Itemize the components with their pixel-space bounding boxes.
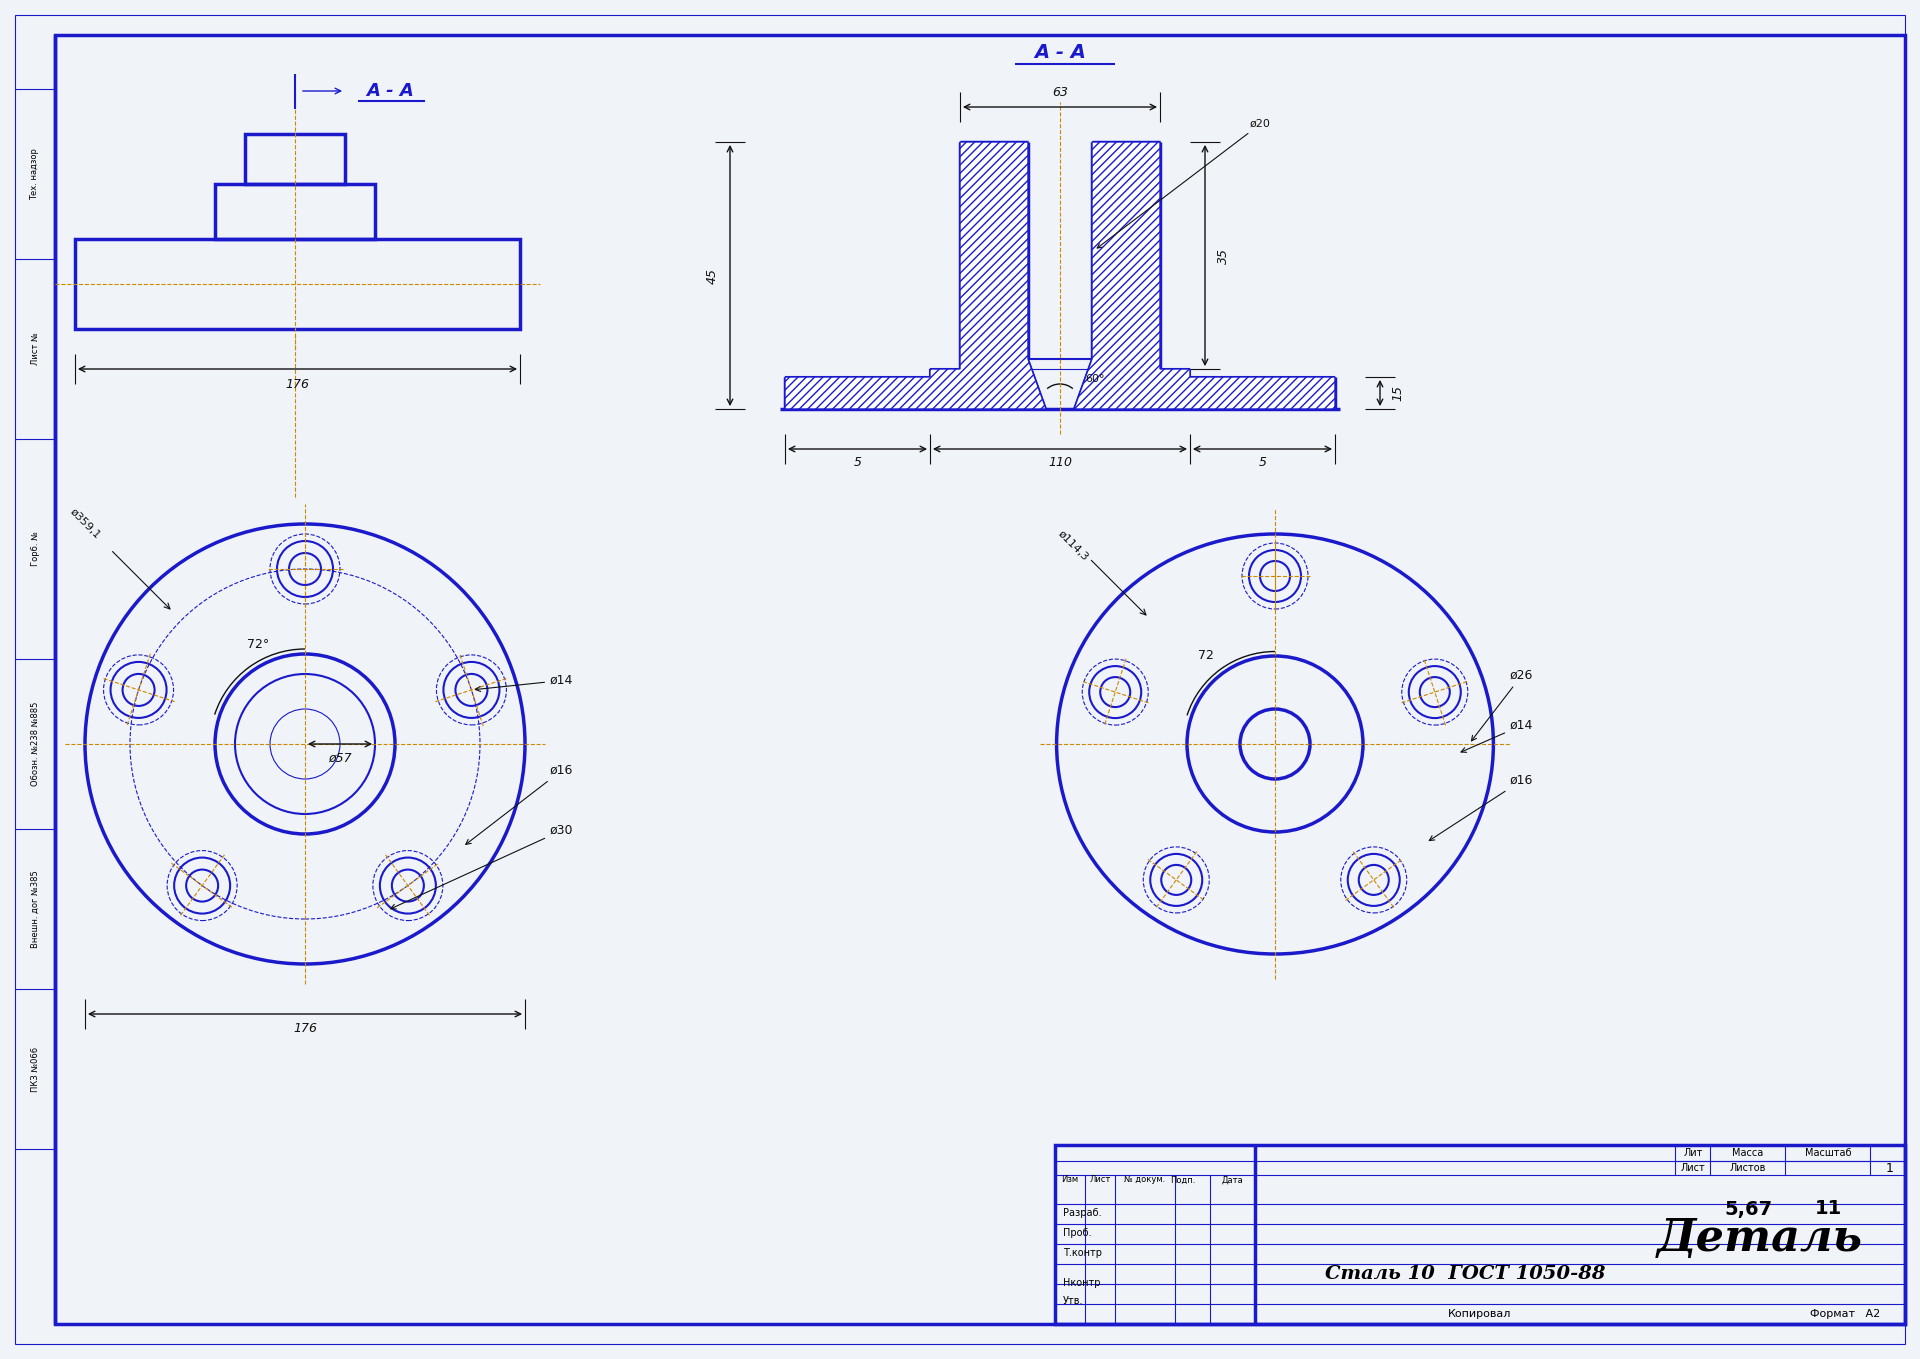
Text: № докум.: № докум. xyxy=(1125,1176,1165,1185)
Text: 63: 63 xyxy=(1052,86,1068,98)
Bar xyxy=(75,239,520,329)
Text: ø359,1: ø359,1 xyxy=(67,507,102,541)
Text: Листов: Листов xyxy=(1730,1163,1766,1173)
Text: Формат   А2: Формат А2 xyxy=(1811,1309,1880,1320)
Text: Лист: Лист xyxy=(1089,1176,1110,1185)
Text: Утв.: Утв. xyxy=(1064,1296,1083,1306)
Text: 176: 176 xyxy=(286,378,309,390)
Text: ø57: ø57 xyxy=(328,752,351,765)
Text: Сталь 10  ГОСТ 1050-88: Сталь 10 ГОСТ 1050-88 xyxy=(1325,1265,1605,1283)
Bar xyxy=(215,183,374,239)
Text: Т.контр: Т.контр xyxy=(1064,1248,1102,1258)
Text: Проб.: Проб. xyxy=(1064,1229,1092,1238)
Text: 5,67: 5,67 xyxy=(1724,1200,1772,1219)
Text: Копировал: Копировал xyxy=(1448,1309,1511,1320)
Text: ПКЗ №066: ПКЗ №066 xyxy=(31,1046,40,1091)
Text: 176: 176 xyxy=(294,1022,317,1036)
Text: Дата: Дата xyxy=(1223,1176,1244,1185)
Bar xyxy=(246,135,346,183)
Text: Деталь: Деталь xyxy=(1657,1218,1862,1261)
Text: 11: 11 xyxy=(1814,1200,1841,1219)
Text: 1: 1 xyxy=(1885,1162,1893,1174)
Text: Лит: Лит xyxy=(1684,1148,1703,1158)
Text: Горб. №: Горб. № xyxy=(31,531,40,567)
Text: Масса: Масса xyxy=(1732,1148,1764,1158)
Text: ø20: ø20 xyxy=(1096,120,1271,249)
Text: Изм: Изм xyxy=(1062,1176,1079,1185)
Text: ø114,3: ø114,3 xyxy=(1056,529,1091,563)
Bar xyxy=(1054,1146,1905,1324)
Text: 5: 5 xyxy=(854,457,862,469)
Text: 45: 45 xyxy=(705,268,718,284)
Bar xyxy=(1131,141,1160,370)
Polygon shape xyxy=(1073,141,1334,409)
Text: ø14: ø14 xyxy=(1461,719,1534,753)
Text: Обозн. №238 №885: Обозн. №238 №885 xyxy=(31,701,40,787)
Text: Разраб.: Разраб. xyxy=(1064,1208,1102,1218)
Text: А - А: А - А xyxy=(1035,42,1087,61)
Text: 72: 72 xyxy=(1198,648,1213,662)
Text: ø26: ø26 xyxy=(1471,669,1534,741)
Text: ø16: ø16 xyxy=(467,764,574,844)
Text: 15: 15 xyxy=(1392,385,1405,401)
Text: Нконтр: Нконтр xyxy=(1064,1277,1100,1288)
Text: 110: 110 xyxy=(1048,457,1071,469)
Text: 72°: 72° xyxy=(248,637,269,651)
Text: Тех. надзор: Тех. надзор xyxy=(31,148,40,200)
Text: А - А: А - А xyxy=(367,82,415,101)
Text: Внешн. дог №385: Внешн. дог №385 xyxy=(31,870,40,947)
Text: ø16: ø16 xyxy=(1428,775,1534,841)
Text: Лист: Лист xyxy=(1680,1163,1705,1173)
Text: Подп.: Подп. xyxy=(1171,1176,1196,1185)
Text: Лист №: Лист № xyxy=(31,333,40,366)
Text: 5: 5 xyxy=(1258,457,1267,469)
Polygon shape xyxy=(785,141,1046,409)
Text: 60°: 60° xyxy=(1085,374,1104,385)
Text: ø14: ø14 xyxy=(476,674,574,692)
Text: ø30: ø30 xyxy=(392,824,574,909)
Text: 35: 35 xyxy=(1217,247,1229,264)
Text: Масштаб: Масштаб xyxy=(1805,1148,1851,1158)
